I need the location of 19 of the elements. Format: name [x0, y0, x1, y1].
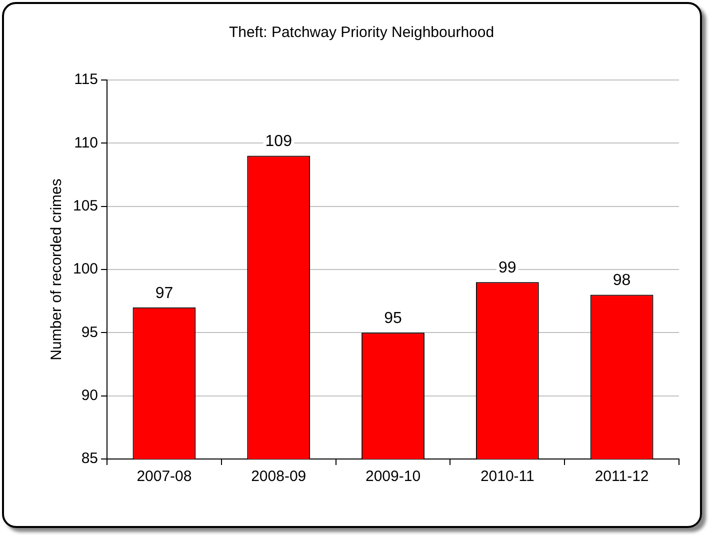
x-tick-label: 2007-08 — [136, 468, 192, 486]
y-tick-label: 95 — [81, 324, 98, 341]
y-tick-label: 85 — [81, 450, 98, 468]
y-axis-title: Number of recorded crimes — [48, 178, 66, 360]
y-tick-label: 115 — [74, 71, 98, 88]
data-label: 98 — [612, 272, 631, 290]
data-label: 95 — [384, 310, 402, 328]
y-tick-label: 90 — [81, 386, 98, 404]
x-tick-label: 2010-11 — [480, 468, 534, 486]
y-tick-label: 110 — [74, 134, 98, 152]
chart-title: Theft: Patchway Priority Neighbourhood — [228, 24, 494, 42]
y-tick-label: 105 — [72, 197, 98, 214]
x-tick-label: 2009-10 — [365, 468, 421, 486]
data-label: 109 — [265, 133, 292, 150]
x-tick-label: 2011-12 — [594, 468, 649, 486]
data-label: 99 — [498, 260, 516, 277]
x-tick-label: 2008-09 — [251, 468, 306, 486]
data-label: 97 — [155, 284, 174, 302]
y-tick-label: 100 — [72, 260, 98, 278]
